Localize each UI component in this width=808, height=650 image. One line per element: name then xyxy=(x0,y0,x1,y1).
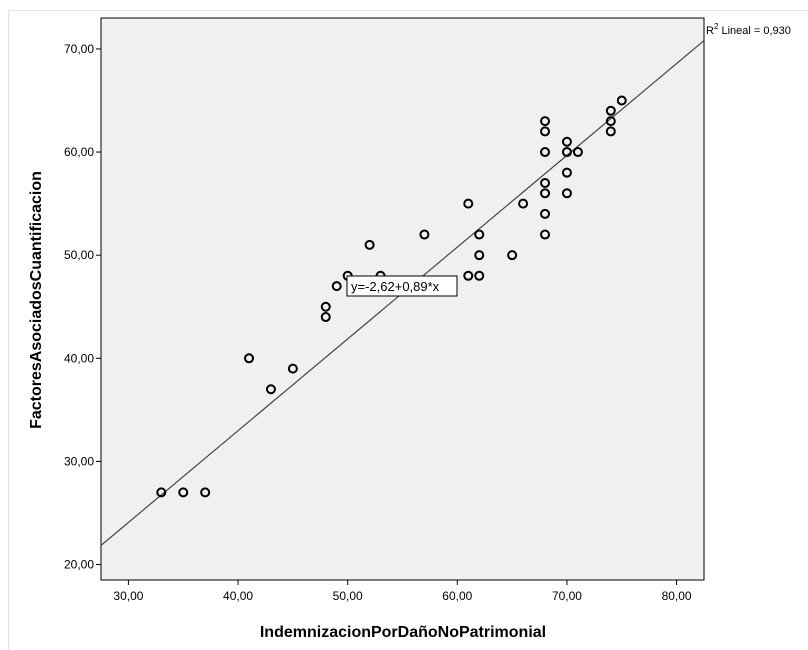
data-point xyxy=(540,188,551,199)
data-point xyxy=(463,198,474,209)
data-point xyxy=(463,270,474,281)
equation-label: y=-2,62+0,89*x xyxy=(351,279,440,294)
data-point xyxy=(605,116,616,127)
data-point xyxy=(474,270,485,281)
y-tick-label: 70,00 xyxy=(64,42,94,56)
y-tick-label: 40,00 xyxy=(64,351,94,365)
data-point xyxy=(178,487,189,498)
data-point xyxy=(518,198,529,209)
x-tick-label: 70,00 xyxy=(552,589,582,603)
x-tick-label: 30,00 xyxy=(113,589,143,603)
x-tick-label: 50,00 xyxy=(333,589,363,603)
data-point xyxy=(540,229,551,240)
data-point xyxy=(364,239,375,250)
data-point xyxy=(507,250,518,261)
frame-border xyxy=(8,10,808,650)
data-point xyxy=(540,126,551,137)
data-point xyxy=(561,136,572,147)
y-tick-label: 60,00 xyxy=(64,145,94,159)
x-tick-label: 80,00 xyxy=(662,589,692,603)
data-point xyxy=(572,147,583,158)
r2-label: R2 Lineal = 0,930 xyxy=(706,22,791,37)
data-point xyxy=(605,126,616,137)
data-point xyxy=(616,95,627,106)
data-point xyxy=(265,384,276,395)
x-tick-label: 60,00 xyxy=(442,589,472,603)
data-point xyxy=(540,177,551,188)
data-point xyxy=(561,147,572,158)
data-point xyxy=(331,281,342,292)
data-point xyxy=(474,229,485,240)
data-point xyxy=(156,487,167,498)
r2-value: Lineal = 0,930 xyxy=(718,25,790,37)
x-tick-label: 40,00 xyxy=(223,589,253,603)
data-point xyxy=(605,105,616,116)
data-point xyxy=(320,301,331,312)
data-point xyxy=(320,312,331,323)
equation-annotation: y=-2,62+0,89*x xyxy=(346,275,458,297)
data-point xyxy=(540,208,551,219)
r2-superscript: 2 xyxy=(714,22,719,31)
data-point xyxy=(474,250,485,261)
y-axis-label: FactoresAsociadosCuantificacion xyxy=(28,171,45,429)
data-point xyxy=(200,487,211,498)
data-point xyxy=(540,116,551,127)
data-point xyxy=(561,167,572,178)
plot-area xyxy=(100,17,705,581)
data-point xyxy=(419,229,430,240)
equation-box xyxy=(346,275,458,297)
r2-prefix: R xyxy=(706,25,714,37)
y-tick-label: 20,00 xyxy=(64,558,94,572)
x-axis-label: IndemnizacionPorDañoNoPatrimonial xyxy=(260,624,546,641)
data-point xyxy=(540,147,551,158)
data-point xyxy=(244,353,255,364)
data-point xyxy=(561,188,572,199)
y-tick-label: 50,00 xyxy=(64,248,94,262)
data-point xyxy=(287,363,298,374)
y-tick-label: 30,00 xyxy=(64,454,94,468)
